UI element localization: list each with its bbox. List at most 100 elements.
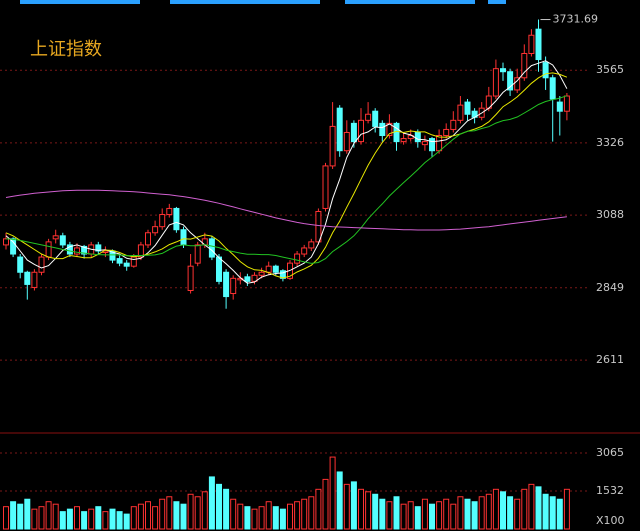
candle-body	[216, 256, 222, 282]
candle-body	[372, 110, 379, 127]
volume-bar	[237, 503, 244, 530]
volume-bar	[3, 506, 9, 530]
volume-bar	[429, 503, 435, 530]
volume-bar	[457, 496, 464, 530]
candle-body	[450, 119, 457, 130]
volume-bar	[393, 496, 400, 530]
volume-bar	[386, 501, 393, 530]
candle-body	[528, 34, 535, 54]
y-tick-label: 3565	[596, 63, 624, 76]
volume-bar	[478, 496, 485, 530]
candle-body	[322, 165, 329, 209]
volume-bar	[308, 496, 315, 530]
volume-bar	[258, 506, 265, 530]
volume-bar	[322, 478, 329, 530]
candle-body	[421, 141, 428, 146]
volume-bar	[358, 488, 364, 530]
candle-body	[95, 244, 102, 252]
volume-bar	[414, 506, 421, 530]
volume-bar	[208, 476, 215, 530]
volume-bar	[10, 501, 17, 530]
candle-body	[3, 238, 9, 246]
volume-bar	[471, 501, 478, 530]
volume-bar	[365, 491, 372, 530]
volume-bar	[251, 508, 258, 530]
volume-bar	[88, 508, 95, 530]
cut-off-header	[20, 0, 506, 4]
header-fragment	[20, 0, 140, 4]
volume-bar	[556, 498, 563, 530]
candle-body	[294, 253, 301, 264]
candle-body	[315, 210, 322, 243]
volume-bar	[223, 488, 230, 530]
volume-bar	[45, 501, 52, 530]
header-fragment	[170, 0, 320, 4]
volume-bar	[549, 496, 556, 530]
candle-body	[244, 276, 251, 282]
volume-bar	[180, 503, 187, 530]
volume-bar	[350, 481, 357, 530]
moving-average	[5, 60, 568, 284]
volume-bar	[187, 493, 194, 530]
volume-bar	[194, 496, 201, 530]
candle-body	[173, 207, 180, 231]
y-tick-label: 3326	[596, 136, 624, 149]
candle-body	[130, 256, 137, 267]
volume-bar	[244, 506, 251, 530]
candle-body	[10, 238, 17, 255]
candle-body	[379, 122, 386, 137]
volume-bar	[159, 498, 166, 530]
volume-bar	[436, 501, 443, 530]
volume-bar	[24, 498, 31, 530]
volume-bar	[279, 508, 286, 530]
candle-body	[343, 131, 350, 152]
candle-body	[208, 238, 215, 258]
candle-body	[166, 207, 173, 216]
volume-bar	[272, 506, 279, 530]
candle-body	[194, 244, 201, 264]
volume-bar	[102, 511, 109, 530]
candle-body	[301, 247, 308, 255]
volume-bar	[123, 513, 130, 530]
candle-body	[180, 229, 187, 246]
candle-body	[549, 77, 556, 100]
volume-bar	[372, 493, 379, 530]
volume-bar	[116, 511, 123, 530]
volume-bar	[514, 498, 521, 530]
volume-bar	[492, 488, 499, 530]
volume-bar	[407, 501, 414, 530]
volume-bar	[542, 493, 549, 530]
volume-bar	[109, 508, 116, 530]
candle-body	[38, 256, 45, 273]
volume-bar	[145, 501, 151, 530]
candle-body	[159, 214, 166, 228]
candle-body	[443, 128, 450, 137]
candle-body	[386, 122, 393, 137]
candle-body	[31, 271, 38, 288]
volume-bar	[336, 471, 343, 530]
candle-body	[429, 138, 435, 152]
volume-bar	[59, 511, 66, 530]
volume-bar	[81, 511, 88, 530]
volume-bar	[507, 496, 514, 530]
moving-average	[5, 72, 568, 279]
candle-body	[251, 274, 258, 282]
volume-bar	[38, 506, 45, 530]
volume-bar	[216, 483, 222, 530]
candle-body	[492, 68, 499, 97]
candle-body	[187, 265, 194, 291]
candle-body	[350, 122, 357, 143]
candle-body	[336, 107, 343, 152]
candle-body	[400, 138, 407, 143]
candle-body	[500, 68, 506, 73]
moving-average	[5, 95, 568, 264]
volume-bar	[443, 498, 450, 530]
header-fragment	[345, 0, 475, 4]
volume-bar	[152, 506, 159, 530]
volume-bar	[74, 506, 80, 530]
candle-body	[74, 247, 80, 255]
candle-body	[145, 232, 151, 246]
volume-bar	[379, 498, 386, 530]
candle-body	[123, 262, 130, 267]
y-tick-label: 2849	[596, 281, 624, 294]
